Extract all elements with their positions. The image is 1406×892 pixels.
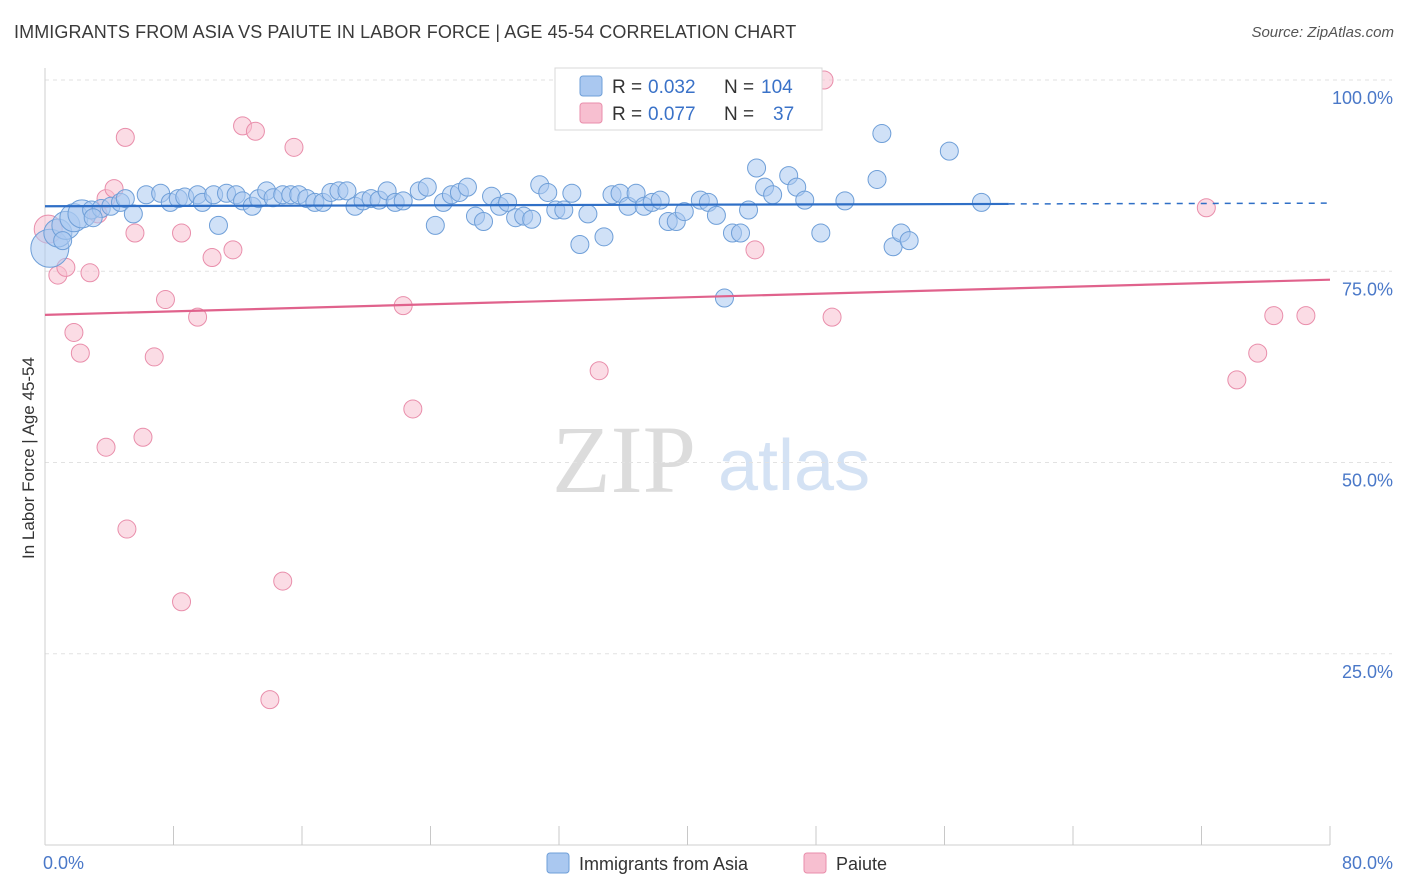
- legend-swatch-asia: [579, 75, 603, 97]
- data-point-asia: [538, 182, 558, 202]
- data-point-asia: [417, 177, 437, 197]
- legend-asia-n-value: 104: [761, 77, 793, 98]
- data-point-asia: [83, 208, 103, 228]
- y-tick-labels: 100.0% 75.0% 50.0% 25.0%: [1332, 88, 1393, 682]
- data-point-asia: [674, 202, 694, 222]
- data-point-asia: [939, 141, 959, 161]
- data-point-asia: [650, 190, 670, 210]
- y-tick-label: 50.0%: [1342, 471, 1393, 491]
- data-point-asia: [731, 223, 751, 243]
- data-point-paiute: [284, 137, 304, 157]
- data-point-paiute: [115, 127, 135, 147]
- data-point-asia: [763, 185, 783, 205]
- data-point-paiute: [188, 307, 208, 327]
- data-point-paiute: [202, 247, 222, 267]
- data-point-paiute: [745, 240, 765, 260]
- data-point-asia: [393, 191, 413, 211]
- data-point-asia: [53, 231, 73, 251]
- data-point-paiute: [155, 290, 175, 310]
- paiute-trend-line: [44, 278, 1331, 316]
- data-point-paiute: [172, 592, 192, 612]
- data-point-asia: [706, 205, 726, 225]
- legend-paiute-r-label: R =: [612, 104, 642, 125]
- data-point-paiute: [1296, 306, 1316, 326]
- y-axis-title: In Labor Force | Age 45-54: [19, 357, 38, 559]
- data-point-asia: [474, 212, 494, 232]
- watermark-zip: ZIP: [552, 406, 696, 513]
- data-point-paiute: [64, 322, 84, 342]
- data-point-paiute: [117, 519, 137, 539]
- data-point-paiute: [1196, 198, 1216, 218]
- bottom-legend-label-paiute: Paiute: [836, 854, 887, 874]
- data-point-asia: [457, 177, 477, 197]
- series-paiute-points: [33, 70, 1316, 710]
- asia-trend-extension: [1008, 202, 1331, 205]
- y-tick-label: 75.0%: [1342, 279, 1393, 299]
- data-point-asia: [578, 204, 598, 224]
- data-point-asia: [337, 181, 357, 201]
- x-tick-label-max: 80.0%: [1342, 853, 1393, 873]
- series-asia-points: [30, 124, 991, 308]
- data-point-paiute: [1227, 370, 1247, 390]
- data-point-paiute: [1264, 306, 1284, 326]
- data-point-asia: [714, 288, 734, 308]
- data-point-paiute: [223, 240, 243, 260]
- legend-asia-r-label: R =: [612, 77, 642, 98]
- x-tick-label-min: 0.0%: [43, 853, 84, 873]
- data-point-paiute: [80, 263, 100, 283]
- data-point-asia: [522, 209, 542, 229]
- source-label: Source: ZipAtlas.com: [1251, 24, 1394, 41]
- data-point-paiute: [133, 427, 153, 447]
- data-point-paiute: [822, 307, 842, 327]
- data-point-asia: [115, 189, 135, 209]
- data-point-paiute: [245, 121, 265, 141]
- data-point-asia: [562, 183, 582, 203]
- data-point-paiute: [273, 571, 293, 591]
- data-point-paiute: [403, 399, 423, 419]
- y-tick-label: 100.0%: [1332, 88, 1393, 108]
- data-point-asia: [208, 215, 228, 235]
- legend-swatch-paiute: [579, 102, 603, 124]
- stats-legend: R = 0.032 N = 104 R = 0.077 N = 37: [554, 67, 823, 131]
- data-point-paiute: [144, 347, 164, 367]
- data-point-paiute: [1248, 343, 1268, 363]
- data-point-asia: [498, 192, 518, 212]
- legend-paiute-n-value: 37: [773, 104, 794, 125]
- data-point-paiute: [125, 223, 145, 243]
- asia-trend-line: [44, 202, 1009, 208]
- data-point-asia: [872, 124, 892, 144]
- legend-asia-n-label: N =: [724, 77, 754, 98]
- legend-asia-r-value: 0.032: [648, 77, 696, 98]
- data-point-asia: [425, 215, 445, 235]
- watermark-atlas: atlas: [718, 426, 870, 506]
- x-ticks: [173, 826, 1331, 845]
- legend-paiute-n-label: N =: [724, 104, 754, 125]
- y-tick-label: 25.0%: [1342, 662, 1393, 682]
- data-point-asia: [899, 231, 919, 251]
- data-point-asia: [867, 169, 887, 189]
- data-point-paiute: [96, 437, 116, 457]
- data-point-asia: [811, 223, 831, 243]
- data-point-paiute: [172, 223, 192, 243]
- data-point-asia: [123, 204, 143, 224]
- bottom-legend-swatch-paiute: [803, 852, 827, 874]
- gridlines: [45, 79, 1392, 655]
- series-legend: Immigrants from Asia Paiute: [546, 852, 887, 874]
- trend-lines: [44, 202, 1331, 316]
- data-point-asia: [747, 158, 767, 178]
- data-point-asia: [594, 227, 614, 247]
- bottom-legend-label-asia: Immigrants from Asia: [579, 854, 749, 874]
- data-point-asia: [554, 200, 574, 220]
- data-point-asia: [570, 234, 590, 254]
- data-point-asia: [835, 191, 855, 211]
- bottom-legend-swatch-asia: [546, 852, 570, 874]
- data-point-asia: [971, 192, 991, 212]
- data-point-asia: [795, 190, 815, 210]
- data-point-paiute: [70, 343, 90, 363]
- data-point-paiute: [589, 361, 609, 381]
- chart-title: IMMIGRANTS FROM ASIA VS PAIUTE IN LABOR …: [14, 22, 797, 42]
- data-point-paiute: [260, 690, 280, 710]
- legend-paiute-r-value: 0.077: [648, 104, 696, 125]
